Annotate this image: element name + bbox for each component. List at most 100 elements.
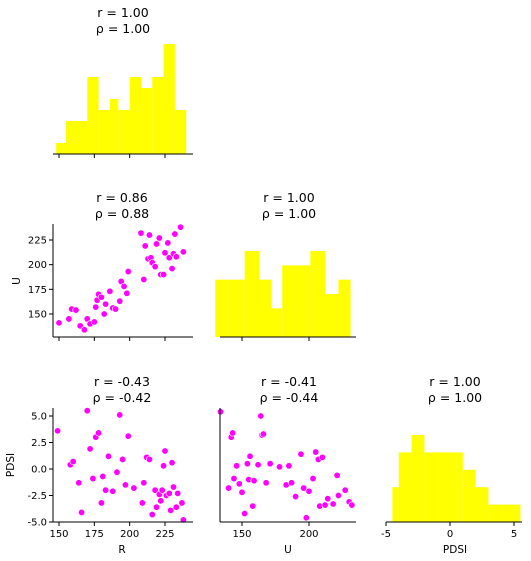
panel-pdsi-vs-r-xticks: 150 175 200 225 bbox=[49, 522, 174, 540]
panel-r-hist-bars bbox=[56, 44, 186, 154]
scatter-point bbox=[56, 320, 62, 326]
panel-pdsi-vs-r-yticks: 5.0 2.5 0.0 -2.5 -5.0 bbox=[27, 412, 53, 529]
scatter-point bbox=[146, 232, 152, 238]
scatter-point bbox=[66, 316, 72, 322]
scatter-point bbox=[73, 307, 79, 313]
scatter-point bbox=[158, 498, 164, 504]
scatter-point bbox=[180, 249, 186, 255]
hist-bar bbox=[259, 280, 271, 337]
scatter-point bbox=[119, 456, 125, 462]
scatter-point bbox=[117, 412, 123, 418]
y-tick-label: 5.0 bbox=[31, 412, 47, 423]
panel-pdsi-hist-xticks: -5 0 5 bbox=[381, 522, 517, 540]
scatter-point bbox=[93, 304, 99, 310]
panel-r-hist-subtitle: ρ = 1.00 bbox=[96, 21, 150, 36]
scatter-point bbox=[91, 319, 97, 325]
panel-u-vs-r-ylabel: U bbox=[11, 277, 23, 285]
scatter-point bbox=[276, 464, 282, 470]
panel-pdsi-hist-xlabel: PDSI bbox=[443, 544, 467, 556]
hist-bar bbox=[56, 143, 66, 154]
scatter-point bbox=[110, 488, 116, 494]
scatter-point bbox=[306, 488, 312, 494]
panel-pdsi-vs-r: r = -0.43 ρ = -0.42 5.02.50.0-2.5-5.0 15… bbox=[5, 374, 193, 556]
panel-u-hist-bars bbox=[215, 251, 350, 337]
hist-bar bbox=[476, 487, 489, 522]
scatter-point bbox=[236, 481, 242, 487]
scatter-point bbox=[233, 463, 239, 469]
scatter-point bbox=[172, 231, 178, 237]
panel-pdsi-vs-u: r = -0.41 ρ = -0.44 150 200 U bbox=[217, 374, 356, 556]
hist-bar bbox=[141, 88, 152, 154]
panel-pdsi-vs-u-points bbox=[217, 409, 355, 521]
hist-bar bbox=[215, 280, 228, 337]
panel-pdsi-hist-bars bbox=[392, 435, 520, 522]
scatter-point bbox=[125, 433, 131, 439]
y-tick-label: 200 bbox=[28, 260, 47, 271]
scatter-point bbox=[173, 504, 179, 510]
scatter-point bbox=[153, 241, 159, 247]
panel-r-hist-xticks bbox=[59, 154, 165, 158]
panel-u-vs-r-yticks: 150 175 200 225 bbox=[28, 236, 53, 321]
panel-u-hist-xticks bbox=[242, 337, 309, 341]
hist-bar bbox=[245, 251, 260, 337]
scatter-point bbox=[288, 480, 294, 486]
scatter-point bbox=[102, 301, 108, 307]
y-tick-label: 2.5 bbox=[31, 438, 47, 449]
scatter-point bbox=[292, 493, 298, 499]
scatter-point bbox=[159, 487, 165, 493]
panel-pdsi-hist: r = 1.00 ρ = 1.00 -5 0 5 PDSI bbox=[381, 374, 522, 556]
panel-r-hist-title: r = 1.00 bbox=[97, 5, 148, 20]
x-tick-label: 225 bbox=[155, 529, 174, 540]
scatter-point bbox=[267, 461, 273, 467]
y-tick-label: 0.0 bbox=[31, 465, 47, 476]
scatter-point bbox=[342, 487, 348, 493]
hist-bar bbox=[130, 77, 141, 154]
hist-bar bbox=[99, 110, 110, 154]
scatter-point bbox=[165, 240, 171, 246]
scatter-point bbox=[229, 430, 235, 436]
scatter-point bbox=[95, 430, 101, 436]
scatter-point bbox=[78, 509, 84, 515]
scatter-point bbox=[107, 288, 113, 294]
panel-u-hist: r = 1.00 ρ = 1.00 bbox=[215, 190, 356, 341]
x-tick-label: 5 bbox=[511, 529, 517, 540]
scatter-point bbox=[112, 306, 118, 312]
scatter-point bbox=[162, 448, 168, 454]
scatter-point bbox=[160, 271, 166, 277]
y-tick-label: 175 bbox=[28, 285, 47, 296]
hist-bar bbox=[164, 44, 175, 154]
scatter-point bbox=[241, 510, 247, 516]
panel-pdsi-hist-subtitle: ρ = 1.00 bbox=[428, 390, 482, 405]
scatter-point bbox=[122, 482, 128, 488]
panel-u-vs-r-xticks bbox=[59, 337, 165, 341]
scatter-point bbox=[239, 489, 245, 495]
scatter-point bbox=[263, 480, 269, 486]
scatter-point bbox=[166, 490, 172, 496]
scatter-point bbox=[349, 502, 355, 508]
x-tick-label: 175 bbox=[85, 529, 104, 540]
scatter-point bbox=[105, 453, 111, 459]
scatter-point bbox=[170, 484, 176, 490]
panel-pdsi-vs-r-title: r = -0.43 bbox=[94, 374, 150, 389]
scatter-point bbox=[142, 243, 148, 249]
scatter-point bbox=[156, 235, 162, 241]
scatter-point bbox=[124, 290, 130, 296]
panel-pdsi-vs-u-subtitle: ρ = -0.44 bbox=[260, 390, 319, 405]
scatter-point bbox=[81, 327, 87, 333]
y-tick-label: -2.5 bbox=[27, 491, 47, 502]
x-tick-label: 0 bbox=[447, 529, 453, 540]
x-tick-label: 150 bbox=[232, 529, 251, 540]
hist-bar bbox=[282, 265, 297, 337]
hist-bar bbox=[87, 77, 98, 154]
y-tick-label: -5.0 bbox=[27, 518, 47, 529]
hist-bar bbox=[450, 452, 456, 522]
x-tick-label: -5 bbox=[381, 529, 391, 540]
scatter-point bbox=[258, 413, 264, 419]
scatter-point bbox=[250, 503, 256, 509]
scatter-point bbox=[138, 230, 144, 236]
scatter-point bbox=[70, 458, 76, 464]
hist-bar bbox=[118, 110, 129, 154]
panel-u-vs-r-points bbox=[56, 224, 187, 333]
scatter-point bbox=[244, 461, 250, 467]
x-tick-label: 200 bbox=[120, 529, 139, 540]
